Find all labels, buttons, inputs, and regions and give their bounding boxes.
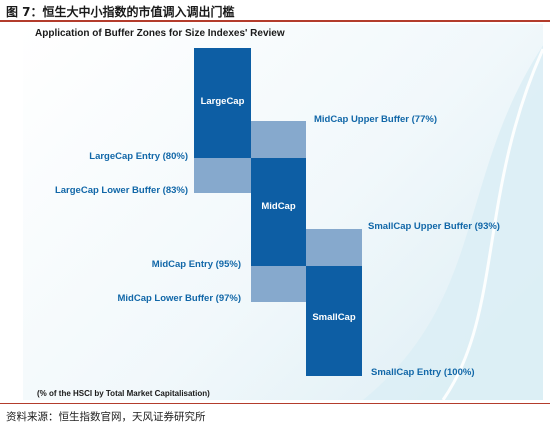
midcap-entry-label: MidCap Entry (95%) xyxy=(151,259,241,270)
midcap-upper-buffer-band xyxy=(251,121,306,158)
largecap-label: LargeCap xyxy=(200,96,245,107)
diagram-panel: Application of Buffer Zones for Size Ind… xyxy=(23,24,543,400)
midcap-lower-buffer-band xyxy=(251,266,306,302)
smallcap-upper-buffer-label: SmallCap Upper Buffer (93%) xyxy=(368,221,500,232)
smallcap-block: SmallCap xyxy=(306,266,362,376)
midcap-label: MidCap xyxy=(261,201,296,212)
title-rule xyxy=(0,20,550,22)
background-swoosh xyxy=(363,45,543,400)
smallcap-label: SmallCap xyxy=(312,312,356,323)
midcap-upper-buffer-label: MidCap Upper Buffer (77%) xyxy=(314,114,437,125)
panel-title: Application of Buffer Zones for Size Ind… xyxy=(35,28,285,39)
largecap-entry-label: LargeCap Entry (80%) xyxy=(89,151,188,162)
midcap-block: MidCap xyxy=(251,158,306,266)
largecap-lower-buffer-band xyxy=(194,158,251,193)
smallcap-upper-buffer-band xyxy=(306,229,362,266)
footnote: (% of the HSCI by Total Market Capitalis… xyxy=(37,389,210,398)
largecap-block: LargeCap xyxy=(194,48,251,158)
figure-title: 图 7：恒生大中小指数的市值调入调出门槛 xyxy=(6,5,235,19)
source-rule xyxy=(0,403,550,404)
largecap-lower-buffer-label: LargeCap Lower Buffer (83%) xyxy=(54,185,188,196)
smallcap-entry-label: SmallCap Entry (100%) xyxy=(371,367,475,378)
midcap-lower-buffer-label: MidCap Lower Buffer (97%) xyxy=(117,293,241,304)
source-note: 资料来源：恒生指数官网，天风证券研究所 xyxy=(6,411,206,423)
